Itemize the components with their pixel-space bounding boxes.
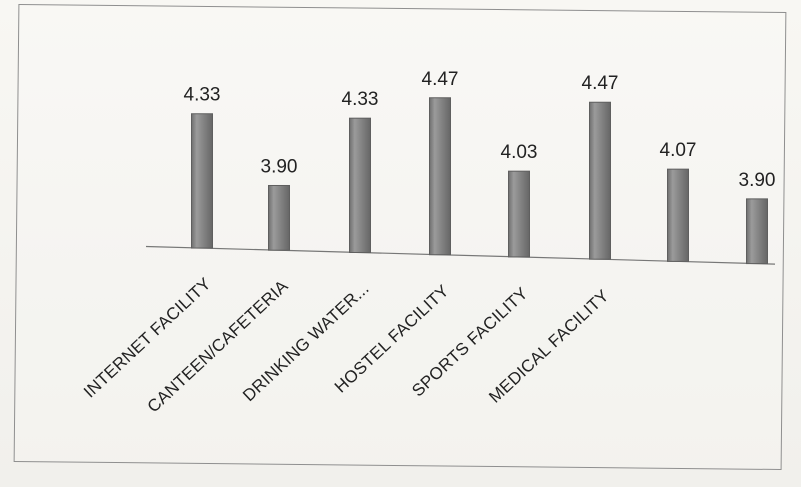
data-label-1: 4.33: [184, 85, 221, 106]
bar-6: [589, 101, 611, 260]
bar-1: [191, 113, 213, 249]
bar-5: [508, 170, 530, 258]
data-label-6: 4.47: [582, 73, 619, 94]
x-tick-label-1: INTERNET FACILITY: [80, 274, 215, 401]
bar-4: [429, 97, 451, 256]
bar-3: [349, 117, 371, 253]
bar-7: [667, 168, 689, 262]
bar-8: [746, 198, 768, 265]
data-label-8: 3.90: [739, 170, 776, 191]
data-label-2: 3.90: [261, 156, 298, 177]
bar-2: [268, 184, 290, 251]
data-label-3: 4.33: [342, 89, 379, 110]
data-label-4: 4.47: [422, 69, 459, 90]
x-tick-label-2: CANTEEN/CAFETERIA: [144, 276, 292, 416]
data-label-5: 4.03: [501, 142, 538, 163]
data-label-7: 4.07: [660, 140, 697, 161]
